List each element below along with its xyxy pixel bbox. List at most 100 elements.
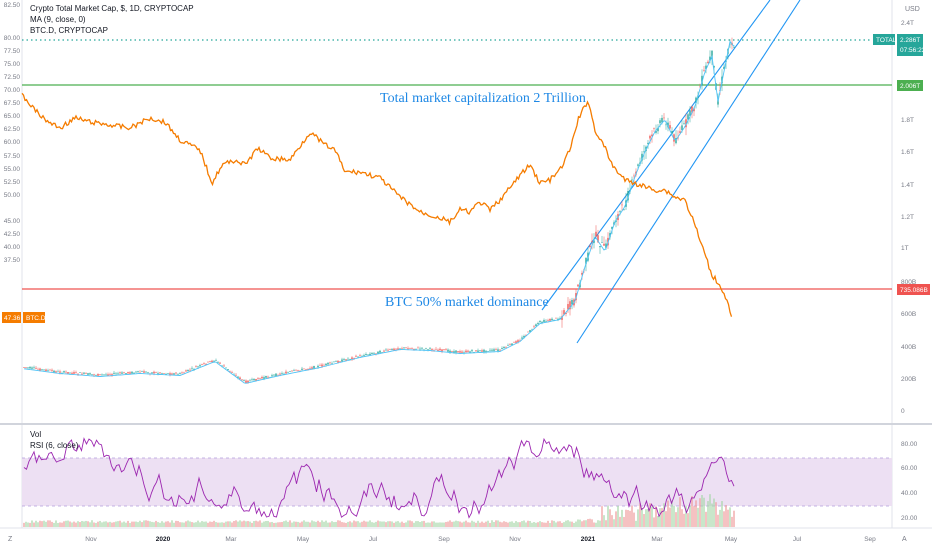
volume-bar — [229, 521, 231, 527]
volume-bar — [703, 497, 705, 527]
volume-bar — [231, 522, 233, 527]
candle-body — [329, 362, 331, 364]
volume-bar — [239, 520, 241, 527]
volume-bar — [337, 520, 339, 527]
volume-bar — [407, 520, 409, 527]
volume-bar — [203, 521, 205, 527]
candle-body — [73, 372, 75, 374]
candle-body — [245, 380, 247, 383]
volume-bar — [545, 522, 547, 527]
candle-body — [489, 349, 491, 351]
left-axis-tick: 50.00 — [4, 192, 21, 199]
candle-body — [409, 348, 411, 349]
candle-body — [351, 357, 353, 360]
volume-bar — [493, 521, 495, 527]
volume-bar — [679, 497, 681, 527]
volume-bar — [657, 516, 659, 527]
left-axis-tick: 60.00 — [4, 139, 21, 146]
volume-bar — [141, 522, 143, 527]
volume-bar — [225, 521, 227, 527]
rsi-label[interactable]: RSI (6, close) — [30, 441, 79, 450]
volume-bar — [401, 521, 403, 527]
volume-bar — [127, 520, 129, 527]
vol-label[interactable]: Vol — [30, 430, 42, 439]
candle-body — [621, 204, 623, 206]
left-axis[interactable]: 82.50 80.00 77.50 75.00 72.50 70.00 67.50 65.00… — [4, 2, 21, 264]
channel-upper-line[interactable] — [541, 0, 771, 311]
volume-bar — [179, 522, 181, 527]
volume-bar — [381, 521, 383, 527]
indicator-ma[interactable]: MA (9, close, 0) — [30, 15, 86, 24]
volume-bar — [661, 508, 663, 527]
volume-bar — [257, 521, 259, 527]
right-axis[interactable]: 2.4T 1.8T 1.6T 1.4T 1.2T 1T 800B 600B 400B 200B 0 — [901, 20, 916, 415]
volume-bar — [523, 520, 525, 527]
left-axis-tick: 40.00 — [4, 244, 21, 251]
volume-bar — [335, 521, 337, 527]
candle-body — [627, 191, 629, 201]
volume-bar — [633, 512, 635, 527]
volume-bar — [565, 520, 567, 527]
time-axis[interactable]: Nov 2020 Mar May Jul Sep Nov 2021 Mar May Jul Sep Z A — [8, 536, 907, 543]
volume-bar — [625, 509, 627, 527]
candle-body — [187, 369, 189, 372]
currency-label[interactable]: USD — [905, 6, 920, 13]
volume-bar — [283, 521, 285, 527]
volume-bar — [95, 522, 97, 527]
volume-bar — [181, 522, 183, 527]
left-axis-tick: 57.50 — [4, 153, 21, 160]
volume-bar — [505, 521, 507, 527]
btcd-badge: 47.36 BTC.D — [2, 312, 46, 323]
volume-bar — [293, 521, 295, 527]
candle-body — [619, 210, 621, 212]
volume-bar — [137, 522, 139, 527]
left-axis-tick: 52.50 — [4, 179, 21, 186]
volume-bar — [359, 522, 361, 527]
volume-bar — [479, 522, 481, 527]
volume-bar — [613, 519, 615, 527]
volume-bar — [115, 521, 117, 527]
candle-body — [455, 350, 457, 353]
candle-body — [675, 137, 677, 144]
volume-bar — [649, 503, 651, 527]
volume-bar — [553, 520, 555, 527]
candle-body — [103, 374, 105, 376]
volume-bar — [233, 520, 235, 527]
volume-bar — [571, 521, 573, 527]
volume-bar — [733, 510, 735, 527]
rsi-axis[interactable]: 80.00 60.00 40.00 20.00 — [901, 441, 918, 522]
indicator-btcd[interactable]: BTC.D, CRYPTOCAP — [30, 26, 108, 35]
candle-body — [343, 359, 345, 360]
candle-body — [55, 371, 57, 373]
volume-bar — [165, 521, 167, 527]
candle-body — [529, 330, 531, 332]
candle-body — [383, 350, 385, 352]
chart-title[interactable]: Crypto Total Market Cap, $, 1D, CRYPTOCA… — [30, 4, 194, 13]
candle-body — [581, 272, 583, 275]
annotation-two-trillion[interactable]: Total market capitalization 2 Trillion — [380, 91, 586, 106]
candle-body — [127, 372, 129, 374]
volume-bar — [397, 521, 399, 527]
volume-bar — [395, 521, 397, 527]
volume-bar — [191, 522, 193, 527]
volume-bar — [319, 522, 321, 527]
volume-bar — [157, 522, 159, 527]
candle-body — [599, 246, 601, 248]
candle-body — [371, 352, 373, 354]
annotation-btc-dominance[interactable]: BTC 50% market dominance — [385, 295, 549, 310]
volume-bar — [433, 521, 435, 527]
volume-bar — [387, 521, 389, 527]
channel-lower-line[interactable] — [576, 0, 801, 344]
volume-bar — [149, 521, 151, 527]
right-axis-tick: 1.4T — [901, 182, 914, 189]
candle-body — [369, 353, 371, 356]
candle-body — [693, 108, 695, 112]
volume-bar — [467, 522, 469, 527]
candle-body — [555, 317, 557, 319]
volume-bar — [605, 520, 607, 527]
candle-body — [91, 374, 93, 375]
btcd-line[interactable] — [21, 92, 733, 317]
candle-body — [513, 342, 515, 343]
volume-bar — [53, 522, 55, 527]
